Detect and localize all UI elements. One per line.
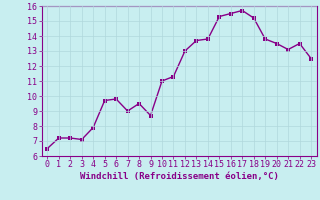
X-axis label: Windchill (Refroidissement éolien,°C): Windchill (Refroidissement éolien,°C) [80, 172, 279, 181]
